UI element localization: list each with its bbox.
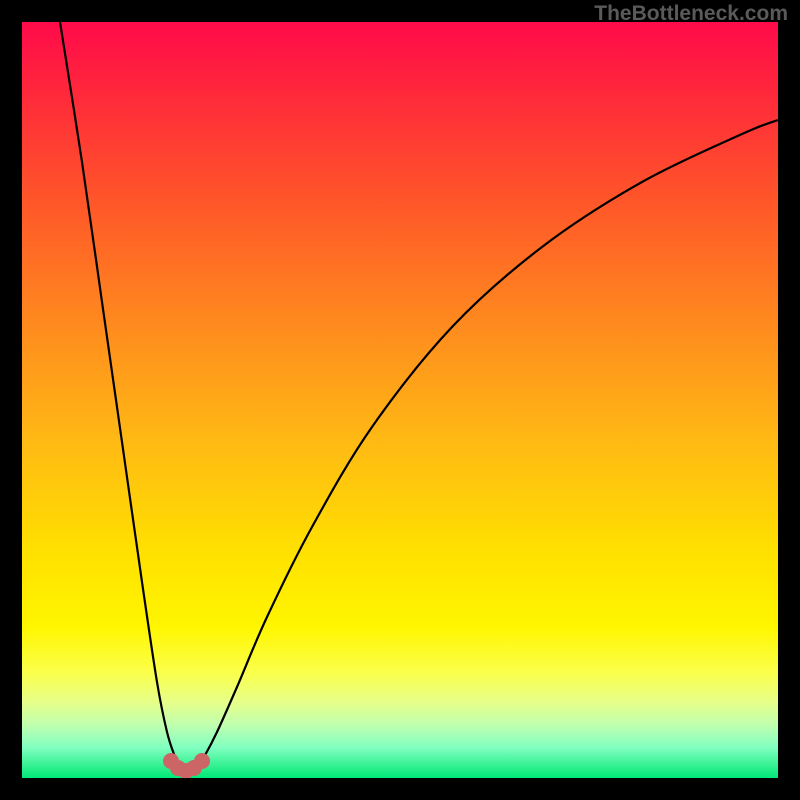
plot-area <box>22 22 778 778</box>
watermark-text: TheBottleneck.com <box>594 2 788 26</box>
chart-container: TheBottleneck.com <box>0 0 800 800</box>
gradient-background <box>22 22 778 778</box>
plot-svg <box>22 22 778 778</box>
marker-point <box>194 753 210 769</box>
